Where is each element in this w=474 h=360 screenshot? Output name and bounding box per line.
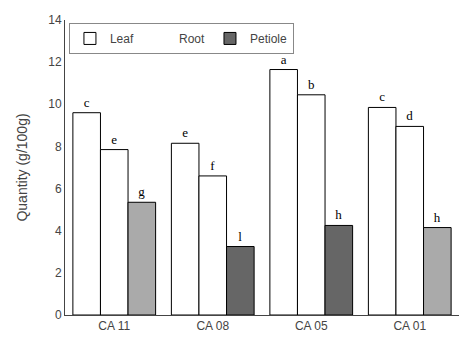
svg-text:g: g	[138, 184, 145, 199]
svg-text:Leaf: Leaf	[110, 32, 134, 46]
svg-text:CA 11: CA 11	[98, 319, 130, 333]
svg-text:0: 0	[55, 308, 62, 322]
svg-text:12: 12	[48, 55, 62, 69]
svg-text:c: c	[84, 95, 90, 110]
svg-text:e: e	[182, 125, 188, 140]
svg-text:Petiole: Petiole	[250, 32, 287, 46]
svg-text:8: 8	[55, 140, 62, 154]
svg-text:h: h	[335, 207, 342, 222]
svg-text:Root: Root	[179, 32, 205, 46]
svg-text:CA 01: CA 01	[393, 319, 426, 333]
svg-text:Quantity (g/100g): Quantity (g/100g)	[14, 113, 30, 221]
svg-text:d: d	[406, 108, 413, 123]
svg-text:l: l	[238, 229, 242, 244]
svg-text:CA 08: CA 08	[196, 319, 229, 333]
svg-text:CA 05: CA 05	[295, 319, 328, 333]
svg-text:b: b	[308, 77, 315, 92]
svg-text:6: 6	[55, 182, 62, 196]
svg-text:f: f	[210, 158, 215, 173]
svg-text:4: 4	[55, 224, 62, 238]
svg-text:h: h	[434, 210, 441, 225]
svg-text:14: 14	[48, 13, 62, 27]
svg-text:e: e	[111, 132, 117, 147]
svg-text:2: 2	[55, 266, 62, 280]
svg-text:10: 10	[48, 97, 62, 111]
svg-text:a: a	[280, 51, 287, 67]
svg-text:c: c	[379, 89, 385, 104]
